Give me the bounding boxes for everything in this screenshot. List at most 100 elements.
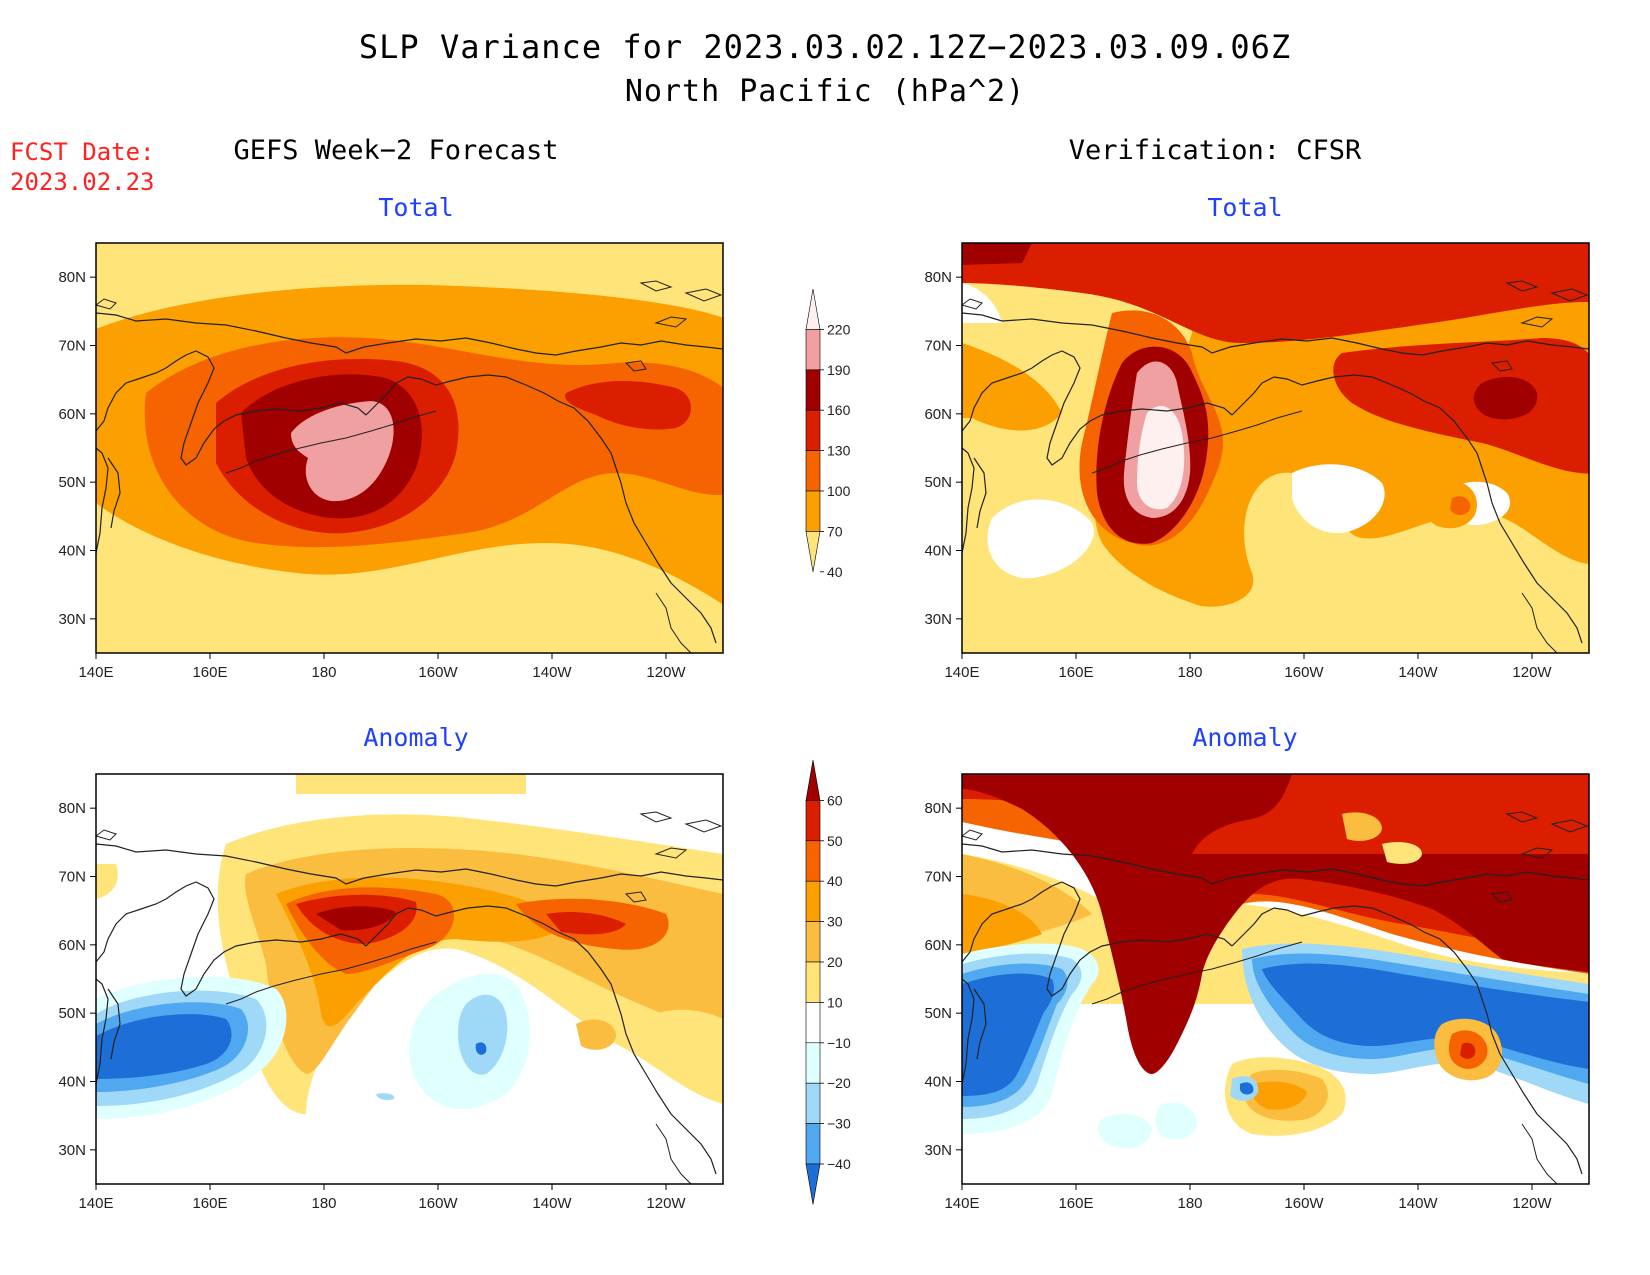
lat-tick-label: 40N	[924, 1074, 952, 1091]
colorbar-swatch	[805, 1082, 821, 1124]
lon-tick-label: 140E	[78, 664, 113, 681]
colorbar-label: 50	[827, 833, 843, 849]
lat-tick-label: 70N	[58, 869, 86, 886]
colorbar-label: −40	[827, 1156, 851, 1172]
lon-tick-label: 140E	[944, 664, 979, 681]
lat-tick-label: 30N	[924, 611, 952, 628]
lat-tick-label: 30N	[58, 1142, 86, 1159]
forecast-date-value: 2023.02.23	[10, 168, 155, 196]
colorbar-swatch	[805, 840, 821, 882]
colorbar-label: 70	[827, 523, 843, 539]
colorbar-swatch	[805, 409, 821, 451]
lat-tick-label: 50N	[58, 1005, 86, 1022]
colorbar-swatch	[805, 531, 821, 572]
figure-subtitle: North Pacific (hPa^2)	[624, 74, 1026, 109]
panel-title-forecast-total: Total	[378, 193, 454, 222]
colorbar-swatch	[805, 369, 821, 411]
figure-title: SLP Variance for 2023.03.02.12Z−2023.03.…	[358, 28, 1292, 66]
lat-tick-label: 50N	[924, 474, 952, 491]
panel-title-verification-total: Total	[1207, 193, 1283, 222]
lat-tick-label: 80N	[58, 269, 86, 286]
colorbar-label: 130	[827, 443, 851, 459]
lon-tick-label: 160E	[1058, 664, 1093, 681]
lon-tick-label: 140E	[78, 1195, 113, 1212]
panel-title-verification-anomaly: Anomaly	[1192, 723, 1298, 752]
lat-tick-label: 80N	[924, 800, 952, 817]
lat-tick-label: 70N	[924, 869, 952, 886]
lat-tick-label: 60N	[58, 937, 86, 954]
lon-tick-label: 160E	[192, 1195, 227, 1212]
lat-tick-label: 70N	[924, 338, 952, 355]
lon-tick-label: 140W	[1398, 1195, 1438, 1212]
colorbar-label: 60	[827, 792, 843, 808]
map-forecast-total	[96, 243, 723, 653]
lon-tick-label: 160E	[1058, 1195, 1093, 1212]
lon-tick-label: 140E	[944, 1195, 979, 1212]
colorbar-swatch	[805, 329, 821, 371]
lon-tick-label: 180	[311, 664, 336, 681]
colorbar-label: 190	[827, 362, 851, 378]
colorbar-label: 20	[827, 954, 843, 970]
map-frame-verification-anomaly	[961, 773, 1590, 1185]
colorbar-swatch	[805, 880, 821, 922]
lon-tick-label: 180	[1177, 664, 1202, 681]
colorbar-anomaly: 60 50 40 30 20 10 −10 −20 −30 −40	[805, 759, 851, 1205]
lon-tick-label: 120W	[1512, 664, 1552, 681]
lon-tick-label: 180	[311, 1195, 336, 1212]
colorbar-label: 30	[827, 914, 843, 930]
colorbar-total: 220 190 160 130 100 70 40	[805, 288, 851, 580]
colorbar-swatch	[805, 1163, 821, 1205]
colorbar-swatch	[805, 288, 821, 330]
lat-tick-label: 50N	[924, 1005, 952, 1022]
lon-tick-label: 160W	[1284, 664, 1324, 681]
forecast-date-label: FCST Date:	[10, 138, 155, 166]
lat-tick-label: 60N	[924, 406, 952, 423]
lon-tick-label: 120W	[1512, 1195, 1552, 1212]
lat-tick-label: 80N	[924, 269, 952, 286]
colorbar-swatch	[805, 800, 821, 842]
colorbar-swatch	[805, 450, 821, 492]
colorbar-swatch	[805, 961, 821, 1003]
lon-tick-label: 140W	[532, 1195, 572, 1212]
lat-tick-label: 80N	[58, 800, 86, 817]
colorbars-layer: 220 190 160 130 100 70 40 60 50 40 30 20 10 −10 −20 −30…	[805, 288, 851, 1205]
map-verification-total	[962, 243, 1589, 653]
colorbar-label: −20	[827, 1075, 851, 1091]
lat-tick-label: 40N	[58, 543, 86, 560]
lon-tick-label: 180	[1177, 1195, 1202, 1212]
lat-tick-label: 60N	[924, 937, 952, 954]
lat-tick-label: 40N	[924, 543, 952, 560]
lon-tick-label: 140W	[1398, 664, 1438, 681]
lon-tick-label: 140W	[532, 664, 572, 681]
lat-tick-label: 50N	[58, 474, 86, 491]
lon-tick-label: 160W	[418, 1195, 458, 1212]
map-frame-forecast-total	[95, 242, 724, 654]
left-column-title: GEFS Week−2 Forecast	[233, 135, 559, 166]
colorbar-swatch	[805, 1002, 821, 1044]
right-column-title: Verification: CFSR	[1068, 135, 1362, 166]
lon-tick-label: 120W	[646, 1195, 686, 1212]
map-forecast-anomaly	[96, 774, 723, 1184]
map-frame-verification-total	[961, 242, 1590, 654]
lat-tick-label: 30N	[58, 611, 86, 628]
colorbar-swatch	[805, 1042, 821, 1084]
lon-tick-label: 120W	[646, 664, 686, 681]
colorbar-label: 220	[827, 321, 851, 337]
colorbar-label: 10	[827, 994, 843, 1010]
lat-tick-label: 60N	[58, 406, 86, 423]
map-verification-anomaly	[962, 774, 1589, 1184]
colorbar-label: 100	[827, 483, 851, 499]
lon-tick-label: 160E	[192, 664, 227, 681]
axes-layer: 80N 70N 60N 50N 40N 30N 140E 160E 180 160W 140W 120…	[58, 269, 1552, 1212]
colorbar-label: 40	[827, 564, 843, 580]
colorbar-label: −30	[827, 1116, 851, 1132]
colorbar-swatch	[805, 921, 821, 963]
map-frame-forecast-anomaly	[95, 773, 724, 1185]
lat-tick-label: 70N	[58, 338, 86, 355]
colorbar-swatch	[805, 759, 821, 801]
colorbar-swatch	[805, 1123, 821, 1165]
lon-tick-label: 160W	[418, 664, 458, 681]
panel-title-forecast-anomaly: Anomaly	[363, 723, 469, 752]
lat-tick-label: 40N	[58, 1074, 86, 1091]
